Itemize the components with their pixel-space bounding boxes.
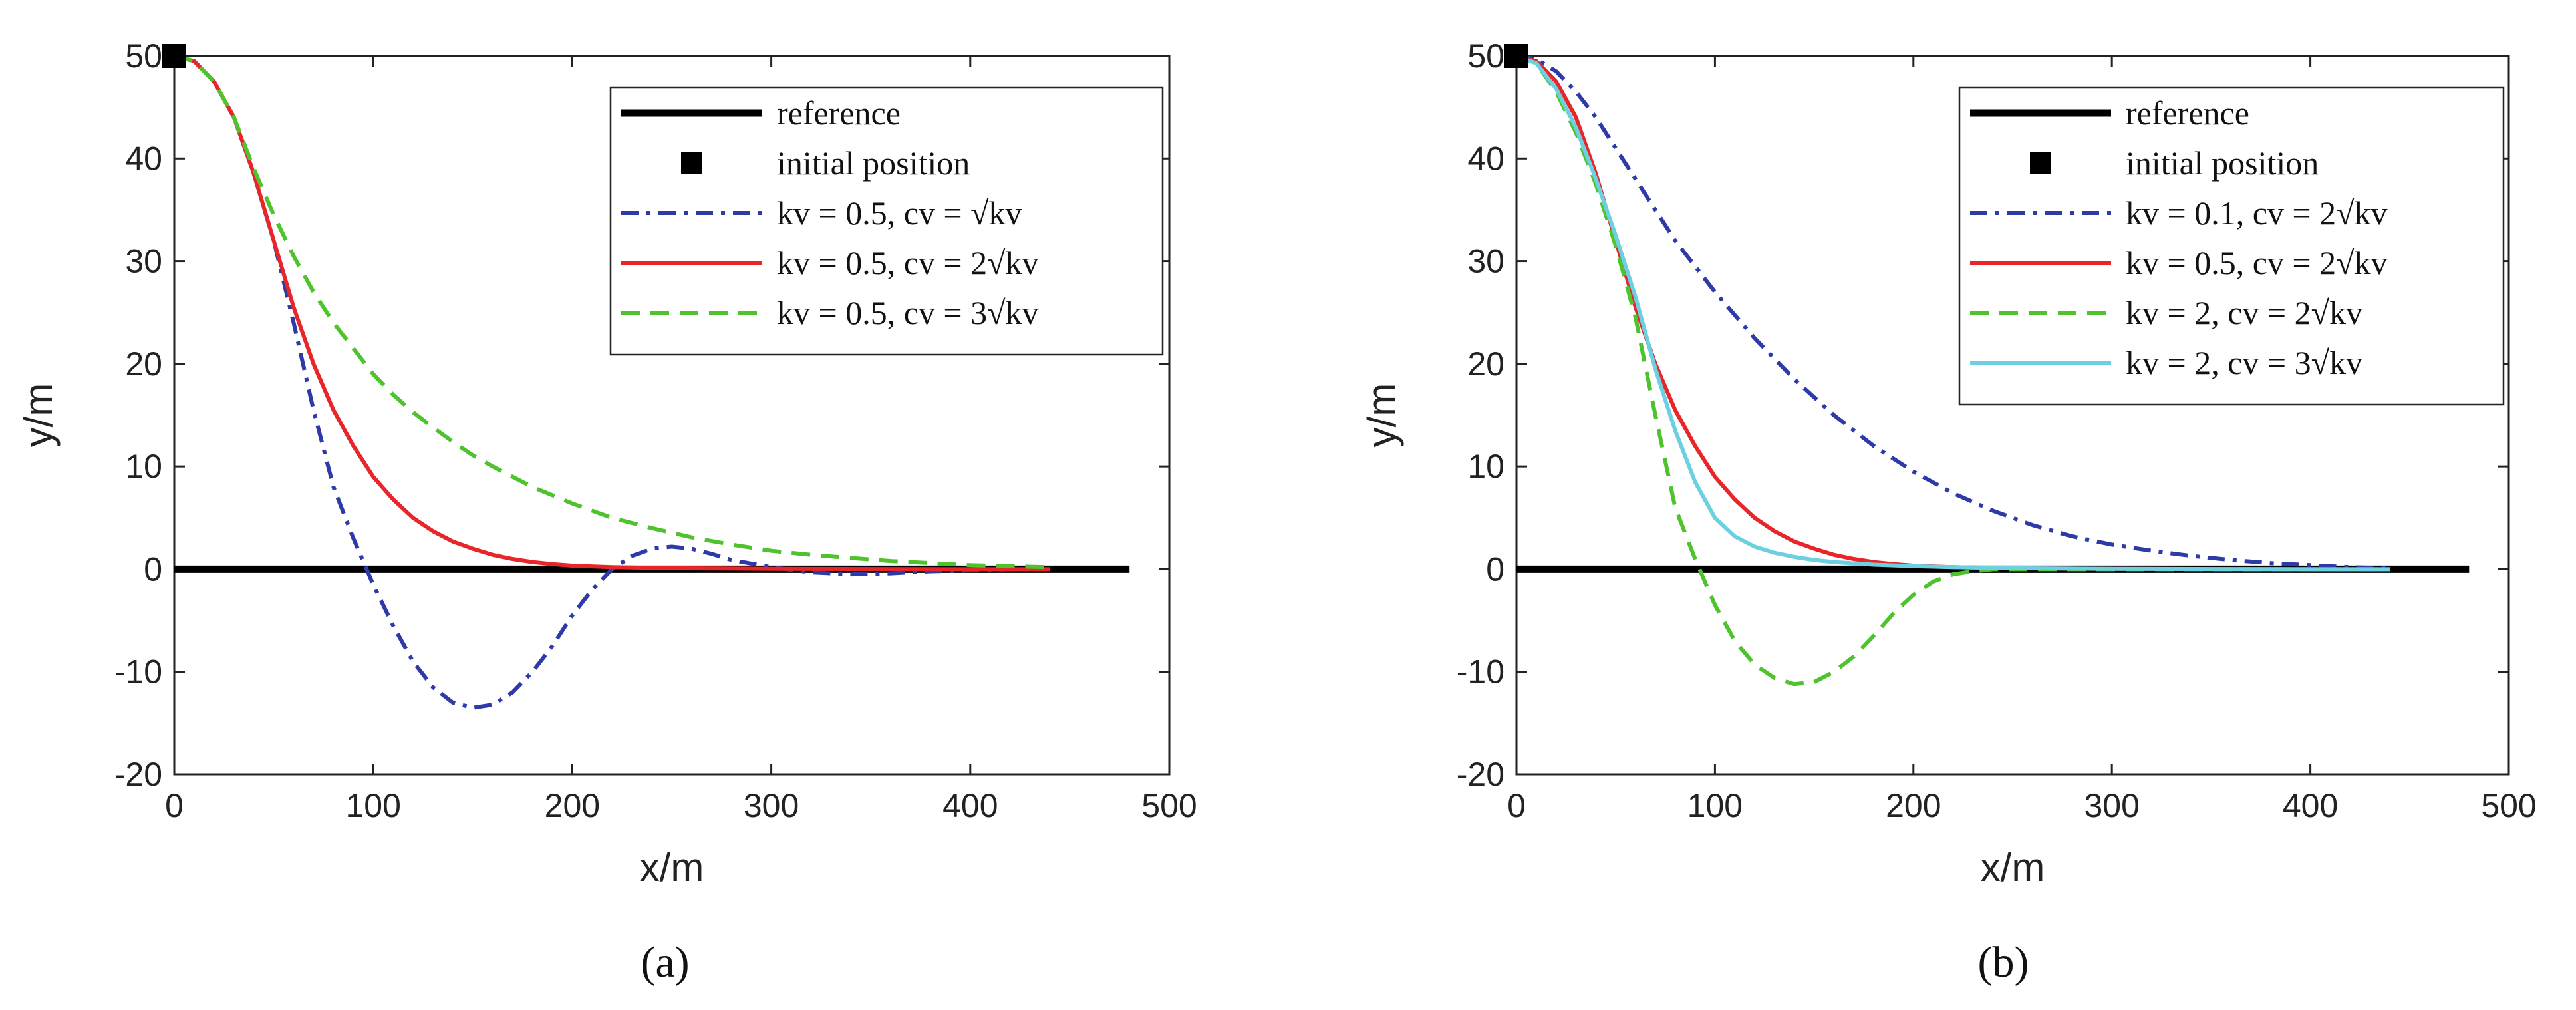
y-tick-label: 10 <box>1467 448 1504 485</box>
y-tick-label: 10 <box>125 448 162 485</box>
legend-label: kv = 2, cv = 2√kv <box>2126 294 2362 331</box>
y-tick-label: 50 <box>125 37 162 75</box>
legend-marker <box>681 152 702 174</box>
y-tick-label: 30 <box>125 243 162 280</box>
plot-frame <box>173 55 1171 776</box>
x-tick-label: 100 <box>1687 787 1743 824</box>
x-tick-label: 200 <box>545 787 600 824</box>
y-tick-label: 0 <box>144 550 162 588</box>
x-tick-label: 0 <box>165 787 184 824</box>
x-tick-label: 300 <box>2084 787 2139 824</box>
legend: reference initial position kv = 0.5, cv = … <box>609 86 1164 356</box>
chart-panel-a: 0 100 200 300 400 500 -20 -10 0 10 20 30 40 50 x/m y/m (… <box>16 37 1197 987</box>
y-tick-label: 0 <box>1486 550 1504 588</box>
x-tick-label: 400 <box>942 787 998 824</box>
chart-panel-b: 0 100 200 300 400 500 -20 -10 0 10 20 30 40 50 x/m y/m (… <box>1360 37 2537 987</box>
series-line <box>1516 54 2390 570</box>
legend-label: kv = 0.5, cv = 3√kv <box>777 294 1039 331</box>
legend-marker <box>2030 152 2051 174</box>
y-tick-label: 30 <box>1467 243 1504 280</box>
panel-caption: (a) <box>641 938 689 987</box>
legend-label: kv = 0.5, cv = √kv <box>777 194 1022 232</box>
y-axis-label: y/m <box>1360 383 1404 448</box>
legend-label: reference <box>2126 94 2249 132</box>
series-line <box>174 54 1050 570</box>
legend-label: reference <box>777 94 901 132</box>
y-tick-label: -20 <box>1457 756 1504 793</box>
y-tick-label: -10 <box>1457 653 1504 691</box>
x-tick-label: 400 <box>2283 787 2338 824</box>
y-tick-label: -20 <box>114 756 162 793</box>
legend-label: kv = 0.5, cv = 2√kv <box>2126 244 2388 281</box>
y-axis-label: y/m <box>16 383 61 448</box>
legend-label: initial position <box>777 144 970 182</box>
legend-label: kv = 0.5, cv = 2√kv <box>777 244 1039 281</box>
legend-label: initial position <box>2126 144 2319 182</box>
y-tick-label: 40 <box>1467 140 1504 177</box>
x-tick-label: 200 <box>1886 787 1941 824</box>
y-tick-label: 20 <box>1467 345 1504 383</box>
series-line <box>1515 54 2390 572</box>
legend: reference initial position kv = 0.1, cv = … <box>1958 86 2505 406</box>
series-line <box>174 54 1050 710</box>
x-tick-label: 300 <box>744 787 799 824</box>
legend-label: kv = 0.1, cv = 2√kv <box>2126 194 2388 232</box>
legend-box <box>609 86 1164 356</box>
x-tick-label: 500 <box>2481 787 2536 824</box>
legend-box <box>1958 86 2505 406</box>
series-line <box>174 54 1050 572</box>
panel-caption: (b) <box>1978 938 2029 987</box>
x-axis-label: x/m <box>1981 845 2045 890</box>
y-tick-label: 40 <box>125 140 162 177</box>
initial-position-marker <box>162 44 186 68</box>
initial-position-marker <box>1504 44 1528 68</box>
y-tick-label: 20 <box>125 345 162 383</box>
y-tick-label: 50 <box>1467 37 1504 75</box>
x-axis-label: x/m <box>640 845 704 890</box>
x-tick-label: 0 <box>1507 787 1526 824</box>
x-tick-label: 100 <box>345 787 400 824</box>
plot-frame <box>1515 55 2510 776</box>
x-tick-label: 500 <box>1141 787 1197 824</box>
legend-label: kv = 2, cv = 3√kv <box>2126 344 2362 381</box>
y-tick-label: -10 <box>114 653 162 691</box>
series-line <box>1515 54 2390 687</box>
